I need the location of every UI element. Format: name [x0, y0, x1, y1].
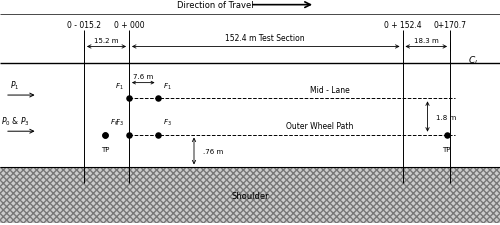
Point [125, 133, 133, 137]
Point [101, 133, 109, 137]
Point [101, 133, 109, 137]
Text: $F_3$: $F_3$ [114, 117, 124, 128]
Point [442, 133, 450, 137]
Text: 0 + 152.4: 0 + 152.4 [384, 21, 422, 30]
Point [125, 97, 133, 101]
Point [154, 133, 162, 137]
Bar [0, 168, 500, 223]
Text: $F_1$: $F_1$ [163, 81, 172, 92]
Text: 0+170.7: 0+170.7 [434, 21, 466, 30]
Text: 7.6 m: 7.6 m [133, 74, 154, 79]
Text: TP: TP [442, 147, 450, 153]
Text: Direction of Travel: Direction of Travel [176, 1, 254, 10]
Text: 152.4 m Test Section: 152.4 m Test Section [225, 34, 305, 43]
Text: TP: TP [101, 147, 109, 153]
Text: 1.8 m: 1.8 m [436, 114, 456, 120]
Text: $F_1$: $F_1$ [114, 81, 124, 92]
Text: .76 m: .76 m [203, 148, 223, 154]
Text: 0 + 000: 0 + 000 [114, 21, 144, 30]
Text: 0 - 015.2: 0 - 015.2 [67, 21, 101, 30]
Text: $F_3$: $F_3$ [163, 117, 172, 128]
Text: $F_0$: $F_0$ [110, 117, 118, 128]
Text: $\mathit{C}_L$: $\mathit{C}_L$ [468, 54, 479, 67]
Text: Shoulder: Shoulder [231, 191, 269, 200]
Text: Outer Wheel Path: Outer Wheel Path [286, 122, 354, 130]
Text: 15.2 m: 15.2 m [94, 38, 119, 43]
Text: Mid - Lane: Mid - Lane [310, 86, 350, 94]
Text: 18.3 m: 18.3 m [414, 38, 438, 43]
Text: $P_1$: $P_1$ [10, 79, 20, 92]
Text: $P_0$ & $P_3$: $P_0$ & $P_3$ [0, 115, 29, 128]
Point [154, 97, 162, 101]
